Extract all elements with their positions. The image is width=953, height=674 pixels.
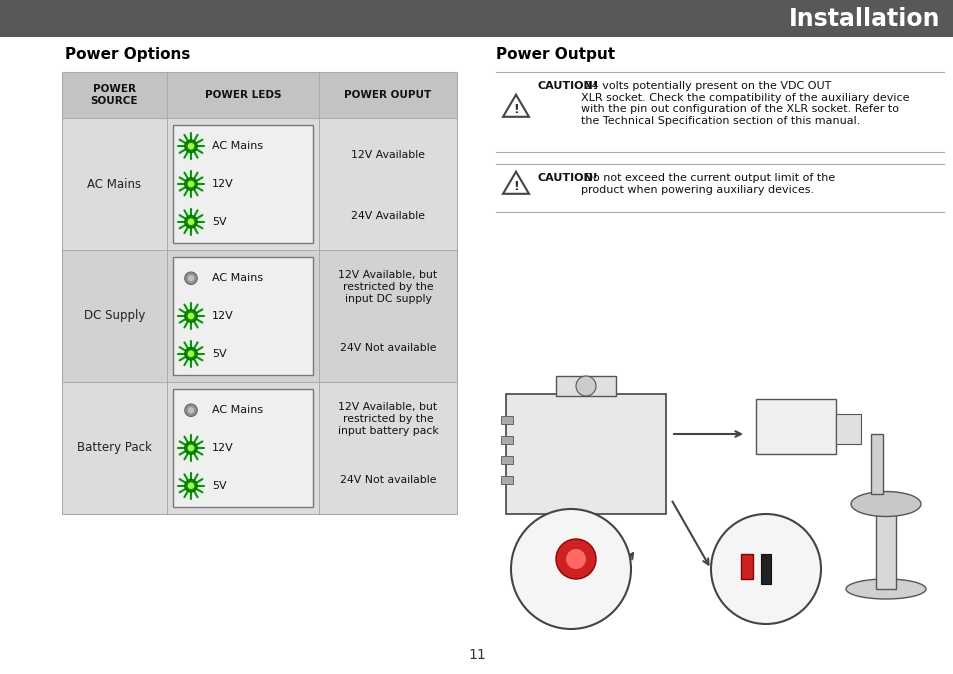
Circle shape <box>188 350 194 357</box>
Text: Power Options: Power Options <box>65 47 191 62</box>
Bar <box>835 414 861 444</box>
Text: 24 volts potentially present on the VDC OUT
XLR socket. Check the compatibility : 24 volts potentially present on the VDC … <box>580 81 908 126</box>
Text: Battery Pack: Battery Pack <box>77 441 152 454</box>
Bar <box>172 125 313 243</box>
Bar <box>500 436 513 444</box>
Text: 12V Available, but
restricted by the
input DC supply: 12V Available, but restricted by the inp… <box>338 270 437 303</box>
Bar <box>760 554 770 584</box>
Polygon shape <box>502 95 529 117</box>
Polygon shape <box>502 172 529 194</box>
Bar <box>505 394 665 514</box>
Circle shape <box>188 143 194 150</box>
Text: Do not exceed the current output limit of the
product when powering auxiliary de: Do not exceed the current output limit o… <box>580 173 835 195</box>
Circle shape <box>576 376 596 396</box>
Text: 12V Available, but
restricted by the
input battery pack: 12V Available, but restricted by the inp… <box>337 402 438 435</box>
Text: POWER LEDS: POWER LEDS <box>205 90 281 100</box>
Text: 5V: 5V <box>212 217 227 226</box>
Bar <box>556 376 616 396</box>
Text: 12V: 12V <box>212 443 233 453</box>
Text: 24V Available: 24V Available <box>351 211 424 220</box>
Text: POWER OUPUT: POWER OUPUT <box>344 90 431 100</box>
Circle shape <box>188 218 194 225</box>
Text: CAUTION!: CAUTION! <box>537 173 598 183</box>
Text: 5V: 5V <box>212 481 227 491</box>
Bar <box>755 399 835 454</box>
Circle shape <box>185 272 197 284</box>
Bar <box>62 72 456 118</box>
Bar <box>500 476 513 484</box>
Circle shape <box>185 310 197 322</box>
Text: CAUTION!: CAUTION! <box>537 81 598 91</box>
Text: AC Mains: AC Mains <box>88 177 141 191</box>
Text: 12V Available: 12V Available <box>351 150 424 160</box>
Circle shape <box>185 479 197 492</box>
Circle shape <box>511 509 630 629</box>
Bar <box>500 456 513 464</box>
Circle shape <box>185 441 197 454</box>
Circle shape <box>188 181 194 187</box>
Circle shape <box>185 178 197 190</box>
Text: 24V Not available: 24V Not available <box>339 342 436 353</box>
Bar <box>62 72 456 514</box>
Circle shape <box>188 483 194 489</box>
Bar <box>875 509 895 589</box>
Circle shape <box>185 216 197 228</box>
Circle shape <box>556 539 596 579</box>
Text: 11: 11 <box>468 648 485 662</box>
Text: AC Mains: AC Mains <box>212 273 263 283</box>
Circle shape <box>188 313 194 319</box>
Text: Power Output: Power Output <box>496 47 615 62</box>
Circle shape <box>710 514 821 624</box>
Text: !: ! <box>513 180 518 193</box>
Text: 12V: 12V <box>212 179 233 189</box>
Bar <box>172 257 313 375</box>
Circle shape <box>185 348 197 360</box>
Bar <box>62 382 456 514</box>
Text: 24V Not available: 24V Not available <box>339 474 436 485</box>
Bar <box>62 250 456 382</box>
Bar <box>500 416 513 424</box>
Text: DC Supply: DC Supply <box>84 309 145 322</box>
Circle shape <box>188 275 194 282</box>
Circle shape <box>185 404 197 417</box>
Bar <box>740 554 752 579</box>
Circle shape <box>185 140 197 152</box>
Text: AC Mains: AC Mains <box>212 405 263 415</box>
Text: POWER
SOURCE: POWER SOURCE <box>91 84 138 106</box>
Text: 5V: 5V <box>212 348 227 359</box>
Text: Installation: Installation <box>788 7 939 30</box>
Ellipse shape <box>850 491 920 516</box>
Text: 12V: 12V <box>212 311 233 321</box>
Circle shape <box>188 445 194 452</box>
Bar <box>0 0 953 37</box>
Circle shape <box>188 407 194 413</box>
Ellipse shape <box>845 579 925 599</box>
Circle shape <box>565 549 585 569</box>
Text: !: ! <box>513 103 518 116</box>
Bar <box>172 389 313 507</box>
Text: AC Mains: AC Mains <box>212 142 263 151</box>
Bar <box>870 434 882 494</box>
Bar <box>62 118 456 250</box>
